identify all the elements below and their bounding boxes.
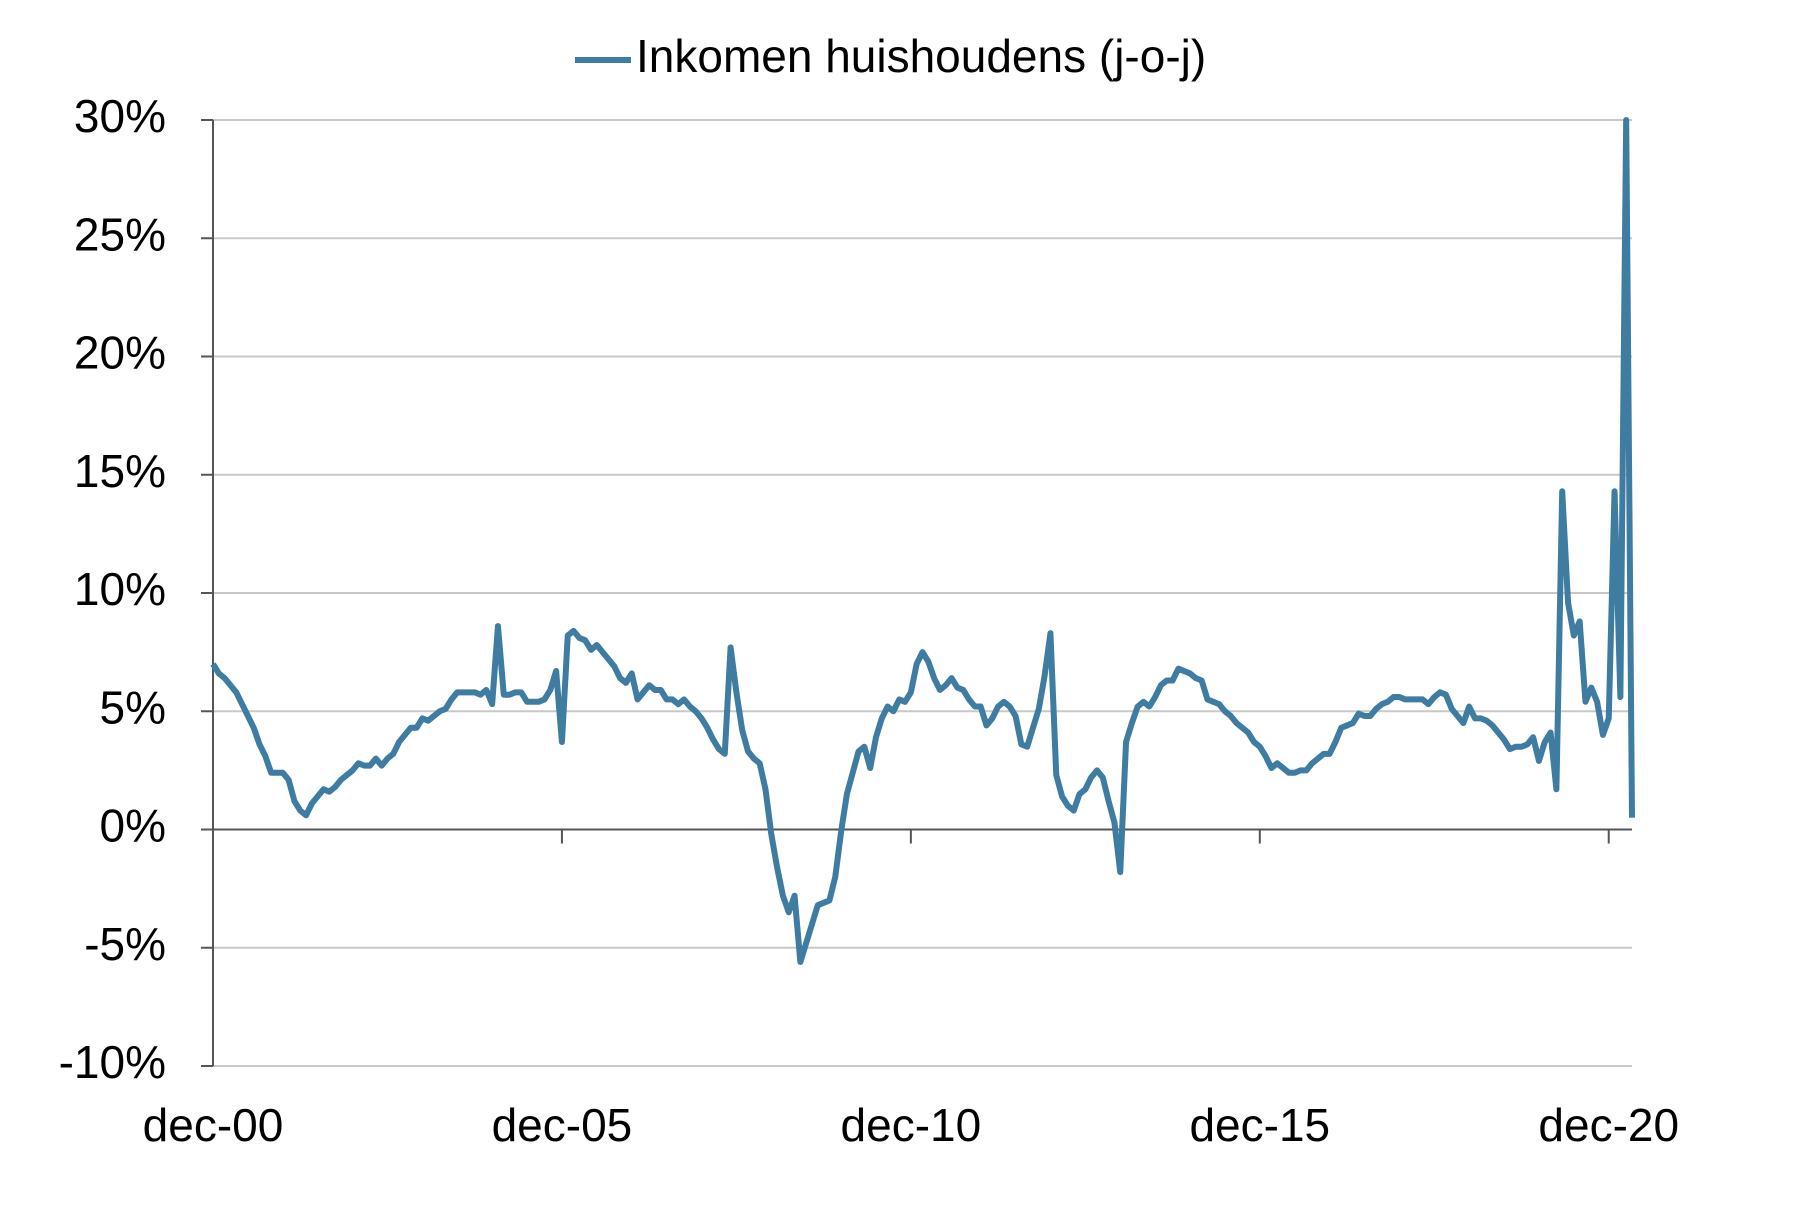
y-tick-label: 0%	[100, 800, 166, 852]
x-tick-label: dec-05	[492, 1099, 633, 1151]
y-tick-label: 30%	[74, 90, 166, 142]
legend-label: Inkomen huishoudens (j-o-j)	[636, 30, 1206, 82]
x-tick-label: dec-20	[1538, 1099, 1679, 1151]
y-tick-label: -5%	[84, 918, 166, 970]
y-tick-label: 25%	[74, 208, 166, 260]
x-tick-label: dec-10	[841, 1099, 982, 1151]
y-tick-label: 5%	[100, 681, 166, 733]
x-tick-label: dec-00	[143, 1099, 284, 1151]
y-tick-label: 10%	[74, 563, 166, 615]
y-tick-label: 15%	[74, 445, 166, 497]
y-tick-label: 20%	[74, 327, 166, 379]
data-line	[210, 117, 1635, 965]
y-tick-label: -10%	[59, 1036, 166, 1088]
x-tick-label: dec-15	[1189, 1099, 1330, 1151]
